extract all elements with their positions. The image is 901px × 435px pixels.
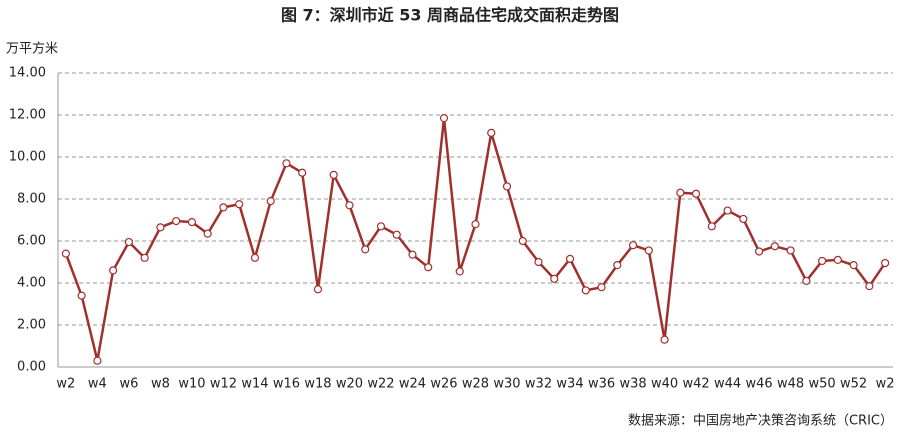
- data-point: [628, 241, 638, 250]
- data-point: [818, 256, 827, 266]
- y-tick-label: 6.00: [17, 234, 46, 249]
- x-tick-label: w50: [809, 377, 836, 392]
- y-tick-label: 14.00: [9, 66, 46, 81]
- data-point: [298, 168, 307, 177]
- data-point: [691, 189, 701, 198]
- data-point: [392, 230, 401, 239]
- data-point: [676, 188, 685, 197]
- data-point: [313, 285, 323, 294]
- data-point: [550, 274, 559, 283]
- data-point: [613, 261, 622, 270]
- x-tick-label: w36: [588, 377, 615, 392]
- x-tick-label: w4: [88, 377, 107, 392]
- chart-title: 图 7：深圳市近 53 周商品住宅成交面积走势图: [281, 6, 619, 25]
- data-point: [109, 266, 118, 275]
- data-point: [235, 200, 244, 209]
- y-tick-label: 10.00: [9, 150, 46, 165]
- x-tick-label: w26: [430, 377, 457, 392]
- data-point: [250, 253, 260, 262]
- data-point: [266, 197, 275, 206]
- x-tick-label: w2: [876, 377, 895, 392]
- data-point: [471, 220, 480, 229]
- data-point: [329, 170, 338, 179]
- data-point: [597, 283, 606, 292]
- data-point: [376, 222, 386, 231]
- x-tick-label: w14: [241, 377, 268, 392]
- data-point: [172, 216, 181, 226]
- x-tick-label: w22: [367, 377, 394, 392]
- x-tick-label: w30: [493, 377, 520, 392]
- data-point: [786, 246, 795, 255]
- data-point: [770, 242, 779, 251]
- x-tick-label: w52: [840, 377, 867, 392]
- data-point: [61, 249, 70, 258]
- data-point: [881, 258, 890, 268]
- data-point: [203, 229, 212, 238]
- x-tick-label: w42: [682, 377, 709, 392]
- data-point: [707, 222, 716, 231]
- x-tick-label: w16: [273, 377, 300, 392]
- data-point: [439, 114, 449, 123]
- data-point: [424, 263, 433, 272]
- source-note: 数据来源：中国房地产决策咨询系统（CRIC）: [628, 413, 893, 429]
- y-tick-label: 12.00: [9, 108, 46, 123]
- data-point: [581, 286, 590, 295]
- x-tick-label: w38: [619, 377, 646, 392]
- x-tick-label: w8: [151, 377, 170, 392]
- x-tick-label: w6: [119, 377, 138, 392]
- data-point: [723, 206, 732, 215]
- data-point: [754, 247, 764, 256]
- x-tick-label: w12: [210, 377, 237, 392]
- data-point: [282, 159, 291, 168]
- y-tick-label: 8.00: [17, 192, 46, 207]
- data-point: [219, 203, 228, 212]
- data-point: [534, 257, 543, 267]
- data-point: [849, 261, 858, 270]
- data-point: [408, 250, 417, 259]
- y-axis-label: 万平方米: [6, 41, 58, 57]
- x-tick-label: w34: [556, 377, 583, 392]
- data-point: [156, 223, 165, 232]
- x-tick-label: w46: [745, 377, 772, 392]
- x-tick-label: w32: [525, 377, 552, 392]
- data-point: [124, 237, 133, 247]
- data-point: [833, 255, 842, 264]
- data-point: [660, 335, 669, 344]
- x-tick-label: w44: [714, 377, 741, 392]
- data-point: [187, 218, 197, 227]
- data-point: [93, 356, 102, 365]
- x-tick-label: w18: [304, 377, 331, 392]
- data-point: [140, 253, 149, 262]
- x-tick-label: w40: [651, 377, 678, 392]
- data-point: [502, 182, 512, 191]
- x-tick-label: w2: [56, 377, 75, 392]
- x-tick-label: w20: [336, 377, 363, 392]
- y-tick-label: 2.00: [17, 318, 46, 333]
- data-point: [565, 254, 575, 263]
- data-point: [865, 282, 874, 291]
- x-tick-label: w10: [178, 377, 205, 392]
- data-point: [361, 245, 370, 254]
- y-tick-label: 0.00: [17, 360, 46, 375]
- data-point: [518, 236, 527, 246]
- data-point: [455, 267, 464, 276]
- x-tick-label: w28: [462, 377, 489, 392]
- data-point: [487, 128, 496, 137]
- data-point: [77, 291, 86, 300]
- x-tick-label: w24: [399, 377, 426, 392]
- x-tick-label: w48: [777, 377, 804, 392]
- y-tick-label: 4.00: [17, 276, 46, 291]
- data-point: [802, 276, 811, 285]
- data-point: [739, 214, 748, 224]
- data-point: [345, 201, 354, 210]
- data-line: [64, 118, 887, 361]
- data-point: [644, 246, 653, 255]
